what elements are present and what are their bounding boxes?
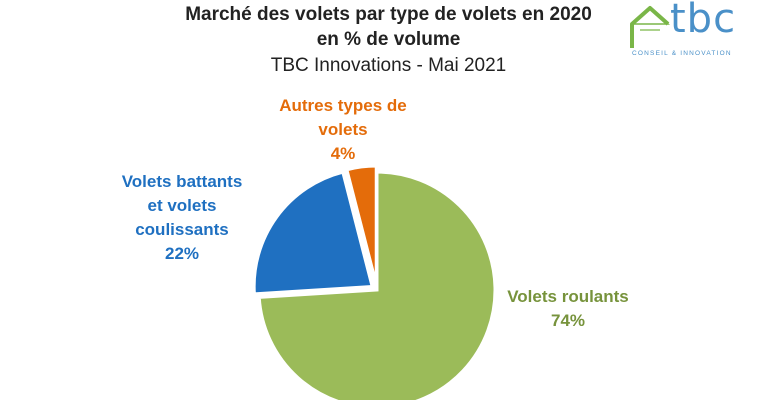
pie-slice-battants <box>252 170 375 296</box>
chart-title-line-2: en % de volume <box>316 29 461 50</box>
slice-label-autres-name-2: volets <box>318 120 368 139</box>
slice-label-roulants: Volets roulants 74% <box>478 285 658 333</box>
chart-subtitle: TBC Innovations - Mai 2021 <box>270 55 507 76</box>
slice-label-autres-name-1: Autres types de <box>279 96 407 115</box>
slice-label-battants-name-3: coulissants <box>135 220 229 239</box>
logo-tagline: CONSEIL & INNOVATION <box>632 50 732 57</box>
slice-label-battants-name-2: et volets <box>147 196 217 215</box>
slice-label-autres-pct: 4% <box>330 144 356 163</box>
tbc-logo: tbc CONSEIL & INNOVATION <box>628 0 753 62</box>
pie-slice-autres <box>345 164 378 285</box>
logo-wordmark: tbc <box>670 0 737 42</box>
chart-title-line-1: Marché des volets par type de volets en … <box>185 4 592 25</box>
slice-label-battants-name-1: Volets battants <box>121 172 243 191</box>
slice-label-roulants-pct: 74% <box>550 311 586 330</box>
house-icon <box>630 6 670 48</box>
slice-label-battants-pct: 22% <box>164 244 200 263</box>
slice-label-roulants-name: Volets roulants <box>507 287 629 306</box>
slice-label-autres: Autres types de volets 4% <box>258 94 428 166</box>
slice-label-battants: Volets battants et volets coulissants 22… <box>92 170 272 266</box>
pie-slices <box>252 164 497 400</box>
chart-title-block: Marché des volets par type de volets en … <box>0 0 777 78</box>
pie-slice-roulants <box>257 170 497 400</box>
